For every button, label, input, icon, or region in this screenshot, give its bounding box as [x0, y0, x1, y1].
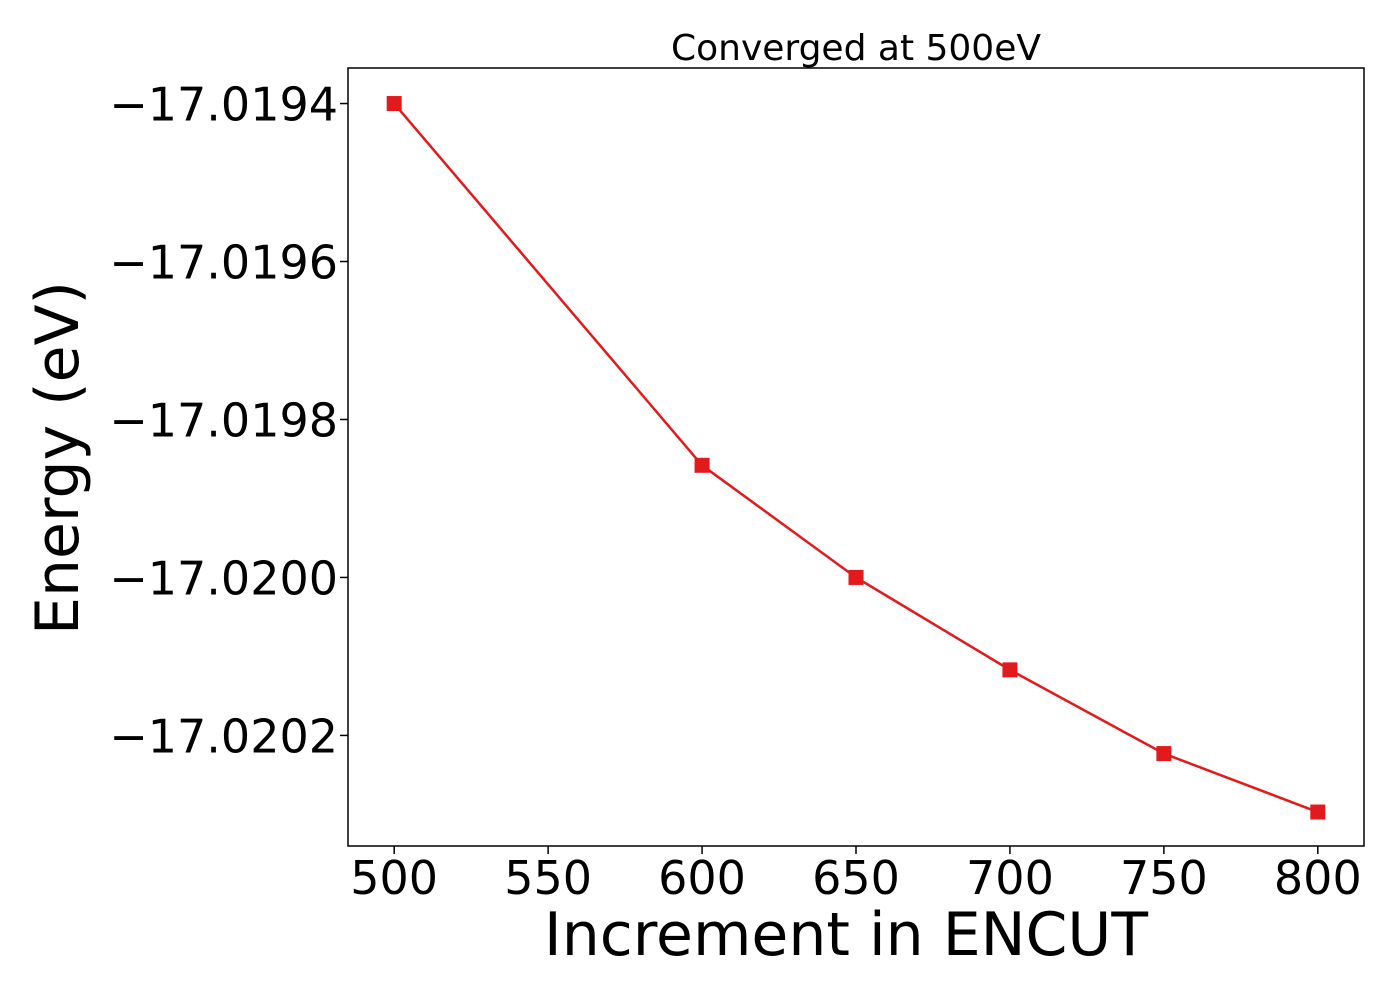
y-tick-label: −17.0196: [109, 236, 338, 290]
x-tick-label: 800: [1274, 851, 1362, 905]
y-tick-label: −17.0200: [109, 551, 338, 605]
data-point-marker: [848, 569, 864, 585]
x-axis-label: Increment in ENCUT: [544, 900, 1148, 970]
x-tick-label: 500: [350, 851, 438, 905]
x-tick-label: 650: [812, 851, 900, 905]
data-point-marker: [1002, 662, 1018, 678]
x-axis-ticks: 500 550 600 650 700 750 800: [350, 846, 1362, 905]
x-tick-label: 550: [504, 851, 592, 905]
x-tick-label: 600: [658, 851, 746, 905]
data-point-marker: [1310, 804, 1326, 820]
chart-title: Converged at 500eV: [671, 28, 1041, 69]
series-line: [393, 102, 1319, 814]
y-axis-ticks: −17.0194 −17.0196 −17.0198 −17.0200 −17.0202: [109, 78, 348, 763]
y-tick-label: −17.0198: [109, 393, 338, 447]
series-layer: [386, 96, 1326, 820]
y-axis-label: Energy (eV): [23, 281, 93, 635]
y-tick-label: −17.0202: [109, 709, 338, 763]
data-point-marker: [694, 457, 710, 473]
x-tick-label: 750: [1120, 851, 1208, 905]
x-tick-label: 700: [966, 851, 1054, 905]
y-tick-label: −17.0194: [109, 78, 338, 132]
data-point-marker: [1156, 746, 1172, 762]
plot-area-frame: [347, 67, 1365, 847]
data-point-marker: [386, 96, 402, 112]
